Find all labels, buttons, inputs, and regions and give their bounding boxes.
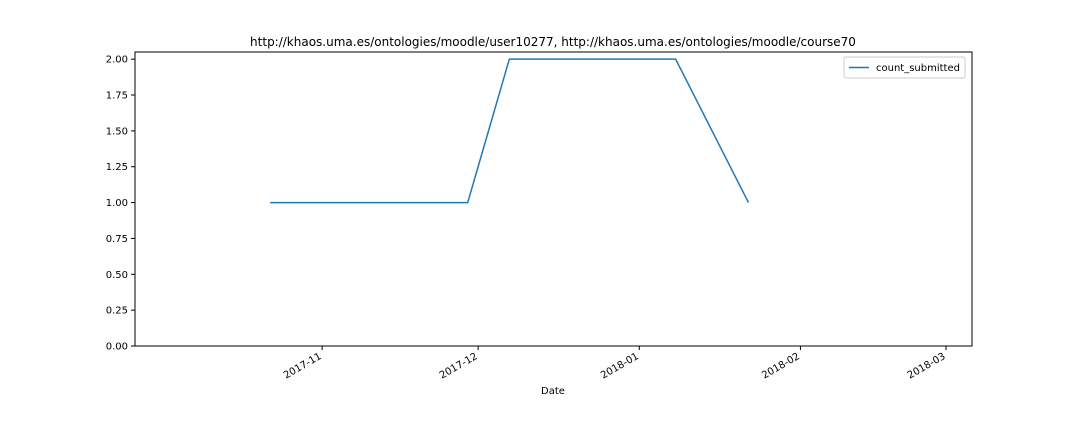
legend-box (843, 56, 966, 79)
chart-title: http://khaos.uma.es/ontologies/moodle/us… (250, 35, 856, 49)
legend-label: count_submitted (876, 63, 960, 74)
x-tick-label: 2017-11 (282, 351, 324, 381)
y-tick-label: 2.00 (106, 55, 128, 66)
legend: count_submitted (843, 56, 966, 79)
x-tick-label: 2018-03 (906, 351, 948, 381)
y-tick-label: 0.25 (106, 306, 128, 317)
y-tick-label: 0.00 (106, 342, 128, 353)
y-tick-label: 0.75 (106, 234, 128, 245)
y-tick-label: 0.50 (106, 270, 128, 281)
plot-area: 0.00 0.25 0.50 0.75 1.00 1.25 1.50 1.75 2.00 2017… (106, 51, 973, 381)
series-line (270, 58, 750, 204)
x-axis-label: Date (541, 386, 565, 397)
x-tick-label: 2017-12 (438, 351, 480, 381)
x-tick-label: 2018-01 (599, 351, 641, 381)
plot-frame (134, 51, 973, 347)
x-tick-label: 2018-02 (760, 351, 802, 381)
y-tick-label: 1.00 (106, 198, 128, 209)
y-tick-label: 1.25 (106, 162, 128, 173)
y-tick-label: 1.50 (106, 126, 128, 137)
y-tick-label: 1.75 (106, 91, 128, 102)
